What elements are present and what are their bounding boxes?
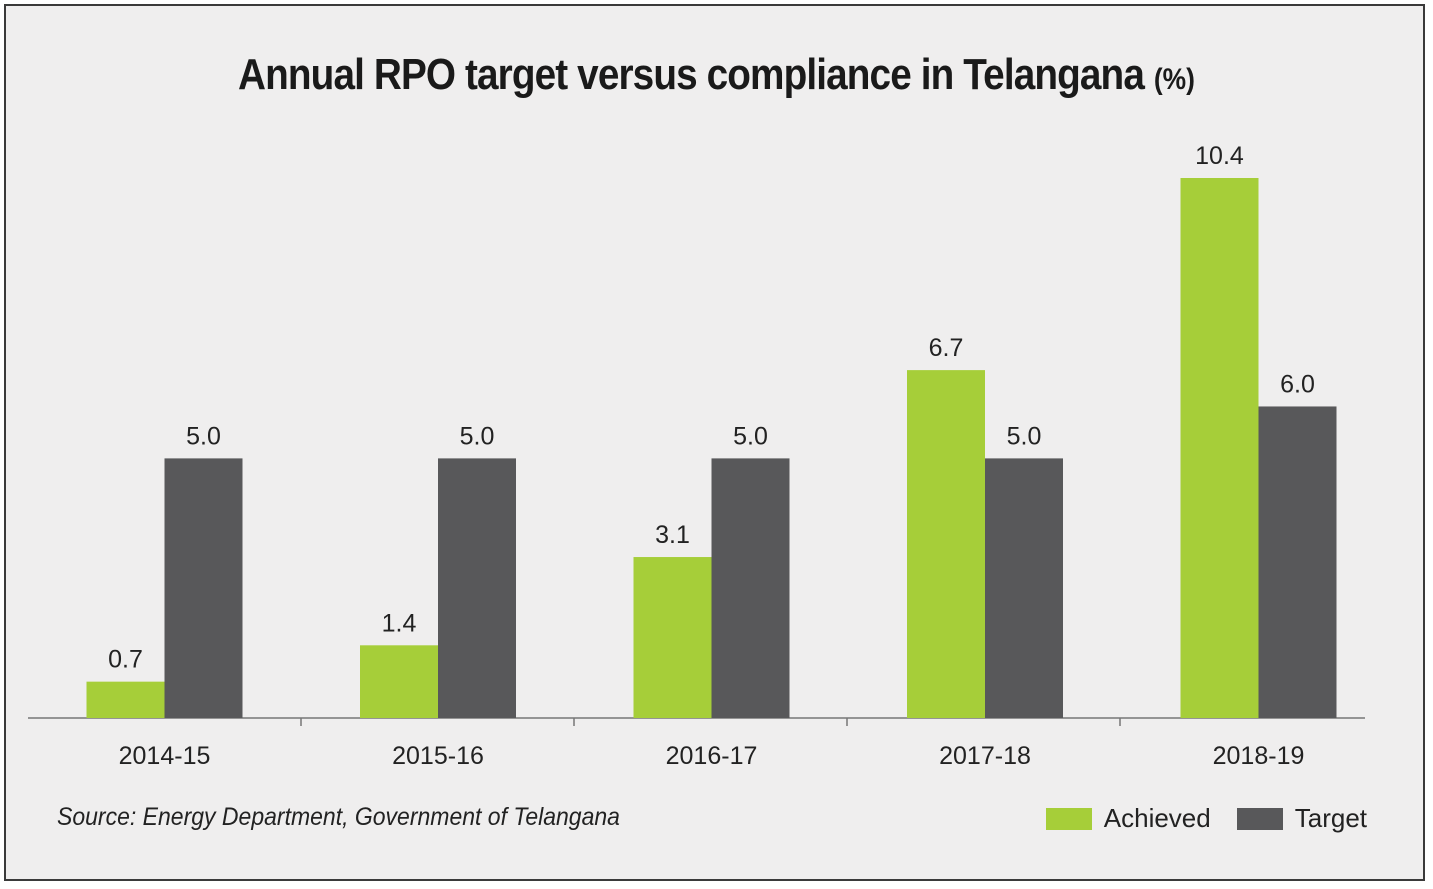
legend-item-target: Target	[1236, 803, 1367, 834]
x-tick-label-2014-15: 2014-15	[119, 742, 211, 770]
chart-title-unit: (%)	[1153, 63, 1195, 96]
data-label-achieved-2018-19: 10.4	[1195, 142, 1244, 170]
bar-target-2015-16	[438, 458, 516, 718]
data-label-achieved-2015-16: 1.4	[382, 609, 417, 637]
x-tick-label-2016-17: 2016-17	[666, 742, 758, 770]
data-label-achieved-2017-18: 6.7	[929, 334, 964, 362]
legend-label-target: Target	[1294, 803, 1367, 833]
bar-achieved-2018-19	[1180, 178, 1259, 718]
bar-achieved-2016-17	[633, 557, 712, 718]
legend-swatch-achieved	[1045, 807, 1092, 830]
source-note: Source: Energy Department, Government of…	[57, 803, 620, 831]
data-label-target-2018-19: 6.0	[1280, 370, 1315, 398]
legend-item-achieved: Achieved	[1045, 803, 1211, 834]
data-label-target-2017-18: 5.0	[1007, 422, 1042, 450]
data-label-target-2016-17: 5.0	[733, 422, 768, 450]
x-tick-label-2017-18: 2017-18	[939, 742, 1031, 770]
data-label-achieved-2016-17: 3.1	[655, 521, 690, 549]
bar-target-2014-15	[164, 458, 243, 718]
bar-achieved-2017-18	[907, 370, 985, 718]
bar-achieved-2015-16	[360, 645, 438, 718]
data-label-achieved-2014-15: 0.7	[108, 646, 143, 674]
bar-target-2017-18	[985, 458, 1063, 718]
bar-achieved-2014-15	[86, 681, 165, 718]
bar-target-2016-17	[711, 458, 790, 718]
legend-label-achieved: Achieved	[1103, 803, 1211, 833]
chart-title: Annual RPO target versus compliance in T…	[86, 50, 1347, 100]
legend-swatch-target	[1236, 807, 1283, 830]
x-tick-label-2018-19: 2018-19	[1213, 742, 1305, 770]
chart-title-text: Annual RPO target versus compliance in T…	[238, 50, 1145, 99]
data-label-target-2015-16: 5.0	[460, 422, 495, 450]
x-tick-label-2015-16: 2015-16	[392, 742, 484, 770]
bar-target-2018-19	[1258, 406, 1337, 718]
data-label-target-2014-15: 5.0	[186, 422, 221, 450]
legend: Achieved Target	[1020, 803, 1367, 834]
